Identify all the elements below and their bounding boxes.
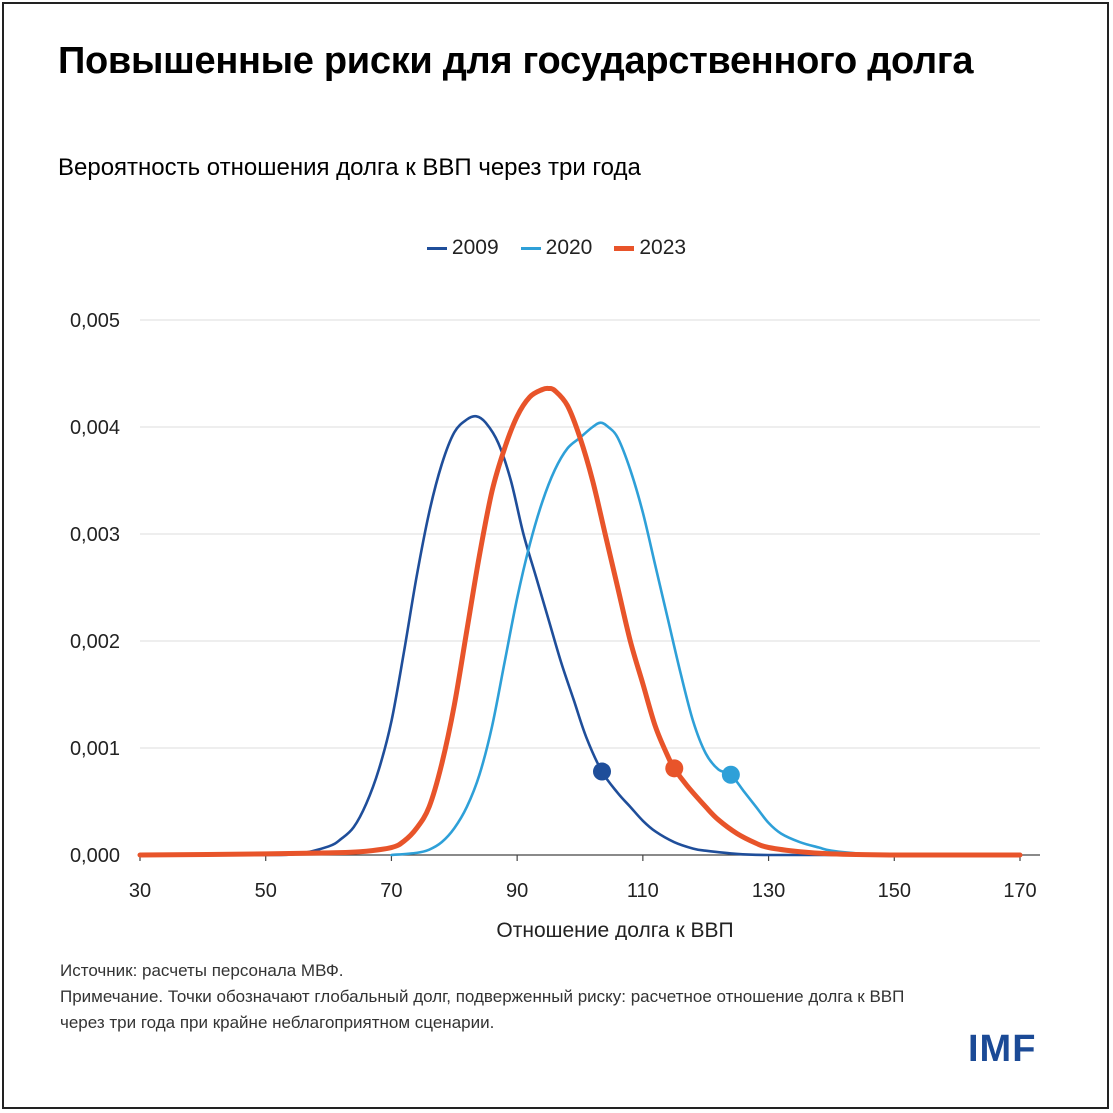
x-axis-title: Отношение долга к ВВП	[496, 919, 733, 940]
x-tick-label: 90	[506, 880, 528, 902]
risk-marker-2009	[593, 762, 611, 781]
legend-label-2009: 2009	[451, 236, 499, 259]
legend-item-2009: 2009	[426, 236, 499, 260]
series-layer	[137, 385, 1023, 858]
density-chart: 0,000 0,001 0,002 0,003 0,004 0,005 30 50 70 90 11…	[70, 310, 1040, 940]
x-tick-label: 70	[380, 880, 402, 902]
imf-logo: IMF	[968, 1028, 1037, 1070]
legend-swatch-2023	[614, 245, 635, 251]
x-tick-label: 170	[1003, 880, 1036, 902]
x-tick-label: 50	[255, 880, 277, 902]
marker-layer	[593, 759, 740, 784]
chart-notes: Источник: расчеты персонала МВФ. Примеча…	[60, 958, 920, 1036]
x-tick-label: 110	[627, 880, 659, 902]
legend-label-2023: 2023	[639, 236, 687, 259]
risk-marker-2023	[665, 759, 684, 778]
axis-layer: 0,000 0,001 0,002 0,003 0,004 0,005 30 50 70 90 11…	[70, 310, 1040, 902]
legend: 2009 2020 2023	[0, 236, 1113, 260]
legend-swatch-2009	[426, 246, 447, 250]
legend-item-2020: 2020	[520, 236, 593, 260]
y-tick-label: 0,000	[70, 845, 120, 867]
series-line-2023	[137, 385, 1023, 858]
x-tick-label: 150	[878, 880, 911, 902]
chart-title: Повышенные риски для государственного до…	[58, 40, 974, 82]
source-note: Источник: расчеты персонала МВФ.	[60, 961, 344, 980]
y-tick-label: 0,003	[70, 524, 120, 546]
chart-subtitle: Вероятность отношения долга к ВВП через …	[58, 154, 641, 181]
y-tick-label: 0,005	[70, 310, 120, 332]
risk-marker-2020	[721, 765, 740, 784]
methodology-note: Примечание. Точки обозначают глобальный …	[60, 987, 905, 1032]
x-tick-label: 130	[752, 880, 785, 902]
legend-item-2023: 2023	[614, 236, 686, 260]
x-tick-label: 30	[129, 880, 151, 902]
y-tick-label: 0,004	[70, 417, 120, 439]
y-tick-label: 0,001	[70, 738, 120, 760]
series-line-2020	[390, 421, 1022, 857]
grid-layer	[140, 319, 1040, 749]
series-line-2009	[138, 414, 1022, 857]
y-tick-label: 0,002	[70, 631, 120, 653]
legend-swatch-2020	[520, 246, 541, 250]
legend-label-2020: 2020	[545, 236, 593, 259]
